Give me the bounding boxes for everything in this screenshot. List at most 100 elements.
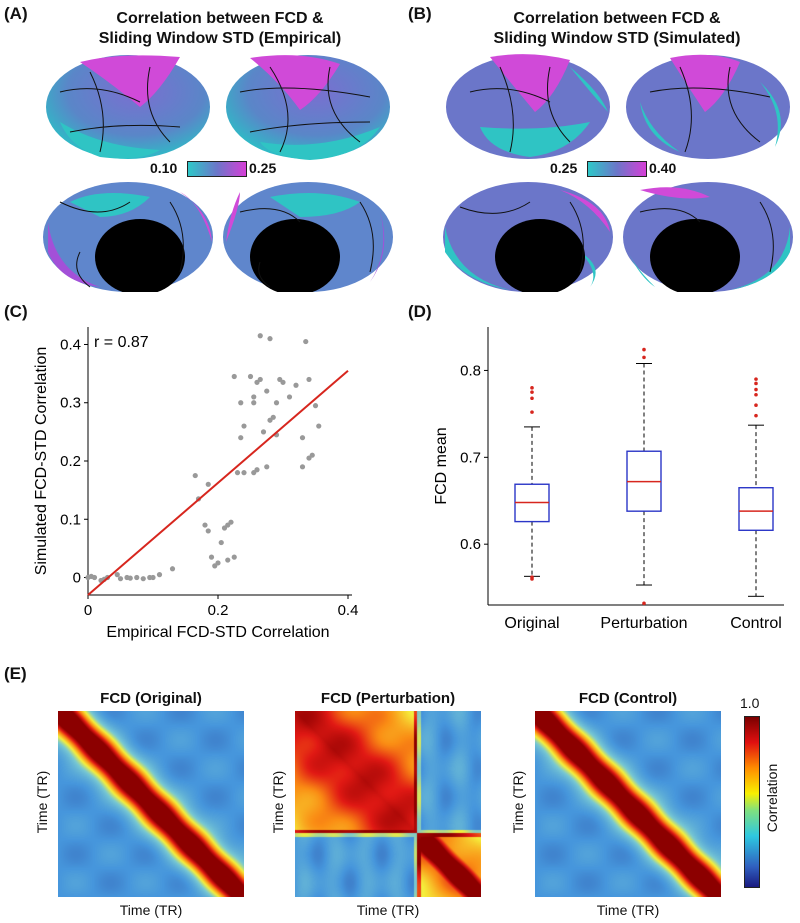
panel-b-letter: (B) bbox=[408, 4, 432, 23]
heatmap-colorbar bbox=[744, 716, 760, 888]
outlier-point bbox=[530, 386, 534, 390]
box-y-tick-label: 0.7 bbox=[460, 449, 481, 466]
box-category-label: Perturbation bbox=[600, 615, 687, 632]
brain-medial-left-b bbox=[443, 182, 613, 292]
box-y-axis-label: FCD mean bbox=[433, 427, 450, 504]
scatter-point bbox=[299, 464, 306, 470]
correlation-annotation: r = 0.87 bbox=[94, 334, 149, 351]
box-plot-chart: 0.6 0.7 0.8 FCD mean Original Perturbation Con… bbox=[433, 327, 784, 632]
brain-lateral-left-a bbox=[46, 55, 210, 159]
scatter-point bbox=[228, 519, 234, 525]
panel-a-colorbar-min: 0.10 bbox=[150, 160, 178, 176]
panel-b-title-line2: Sliding Window STD (Simulated) bbox=[493, 30, 741, 47]
scatter-point bbox=[293, 382, 299, 388]
heatmap-xlabel-perturbation: Time (TR) bbox=[356, 902, 420, 918]
panel-a-title-line1: Correlation between FCD & bbox=[116, 10, 324, 27]
scatter-point bbox=[241, 470, 247, 476]
heatmap-xlabel-control: Time (TR) bbox=[596, 902, 660, 918]
scatter-y-tick-label: 0.4 bbox=[60, 336, 81, 353]
panel-b-title: Correlation between FCD & Sliding Window… bbox=[452, 9, 782, 49]
scatter-x-tick-label: 0.2 bbox=[208, 602, 229, 619]
brain-lateral-right-b bbox=[626, 54, 790, 159]
scatter-point bbox=[114, 572, 120, 578]
scatter-point bbox=[303, 338, 309, 345]
heatmap-ylabel-original: Time (TR) bbox=[34, 770, 50, 834]
panel-d-letter: (D) bbox=[408, 302, 432, 321]
brain-lateral-left-b bbox=[446, 54, 610, 159]
box-y-tick-label: 0.6 bbox=[460, 536, 481, 553]
panel-b-colorbar-max: 0.40 bbox=[649, 160, 677, 176]
scatter-point bbox=[156, 572, 163, 578]
iqr-box-control bbox=[738, 487, 774, 531]
outlier-point bbox=[754, 377, 758, 381]
outlier-point bbox=[530, 390, 534, 394]
heatmap-ylabel-perturbation: Time (TR) bbox=[270, 770, 286, 834]
scatter-point bbox=[169, 566, 176, 572]
panel-a-brain-surfaces bbox=[43, 55, 393, 292]
scatter-point bbox=[238, 435, 244, 441]
scatter-point bbox=[140, 576, 146, 582]
scatter-point bbox=[254, 467, 260, 473]
scatter-point bbox=[202, 522, 208, 528]
scatter-point bbox=[127, 575, 133, 581]
scatter-point bbox=[215, 560, 221, 566]
scatter-point bbox=[134, 574, 140, 581]
scatter-point bbox=[247, 373, 254, 380]
scatter-point bbox=[234, 470, 241, 476]
panel-b-title-line1: Correlation between FCD & bbox=[513, 10, 721, 27]
scatter-x-tick-label: 0 bbox=[84, 602, 92, 619]
scatter-point bbox=[306, 455, 312, 461]
colorbar-label: Correlation bbox=[764, 763, 780, 833]
scatter-y-axis-label: Simulated FCD-STD Correlation bbox=[33, 347, 50, 576]
heatmap-ylabel-control: Time (TR) bbox=[510, 770, 526, 834]
scatter-point bbox=[273, 400, 280, 406]
panel-b-colorbar-min: 0.25 bbox=[550, 160, 578, 176]
scatter-chart: 0 0.1 0.2 0.3 0.4 0 0.2 0.4 Empirical FCD-STD Co… bbox=[33, 327, 359, 641]
brain-lateral-right-a bbox=[226, 55, 390, 160]
panel-a-colorbar-max: 0.25 bbox=[249, 160, 277, 176]
scatter-y-tick-label: 0.1 bbox=[60, 511, 81, 528]
outlier-point bbox=[530, 396, 534, 401]
outlier-point bbox=[754, 381, 758, 386]
scatter-point bbox=[264, 388, 270, 394]
brain-medial-left-a bbox=[43, 182, 213, 292]
panel-b-brain-surfaces bbox=[443, 54, 793, 292]
panel-c-letter: (C) bbox=[4, 302, 28, 321]
heatmap-control bbox=[535, 711, 721, 897]
panel-a-colorbar bbox=[187, 161, 247, 177]
scatter-point bbox=[231, 554, 237, 560]
scatter-point bbox=[270, 414, 276, 420]
heatmap-title-perturbation: FCD (Perturbation) bbox=[320, 690, 456, 707]
scatter-point bbox=[218, 539, 224, 546]
scatter-point bbox=[205, 528, 211, 534]
scatter-y-tick-label: 0.2 bbox=[60, 453, 81, 470]
scatter-point bbox=[117, 576, 124, 582]
outlier-point bbox=[754, 387, 758, 392]
scatter-point bbox=[231, 373, 237, 380]
box-category-label: Control bbox=[730, 615, 782, 632]
box-y-tick-label: 0.8 bbox=[460, 362, 481, 379]
panel-e-letter: (E) bbox=[4, 664, 27, 683]
outlier-point bbox=[642, 347, 646, 352]
scatter-point bbox=[205, 481, 211, 487]
brain-medial-right-a bbox=[223, 182, 393, 292]
outlier-point bbox=[642, 355, 646, 360]
scatter-point bbox=[312, 403, 319, 409]
scatter-point bbox=[238, 400, 244, 406]
scatter-point bbox=[264, 464, 270, 470]
panel-a-title: Correlation between FCD & Sliding Window… bbox=[60, 9, 380, 49]
scatter-point bbox=[257, 376, 263, 383]
outlier-point bbox=[642, 601, 646, 606]
scatter-x-axis-label: Empirical FCD-STD Correlation bbox=[106, 624, 329, 641]
scatter-point bbox=[286, 394, 293, 400]
scatter-point bbox=[251, 400, 257, 406]
box-category-label: Original bbox=[504, 615, 559, 632]
heatmap-xlabel-original: Time (TR) bbox=[119, 902, 183, 918]
scatter-point bbox=[225, 557, 231, 563]
colorbar-max-label: 1.0 bbox=[740, 695, 760, 711]
scatter-x-tick-label: 0.4 bbox=[338, 602, 359, 619]
scatter-point bbox=[280, 379, 286, 385]
outlier-point bbox=[530, 410, 534, 414]
heatmap-title-control: FCD (Control) bbox=[578, 690, 678, 707]
scatter-point bbox=[267, 336, 273, 342]
